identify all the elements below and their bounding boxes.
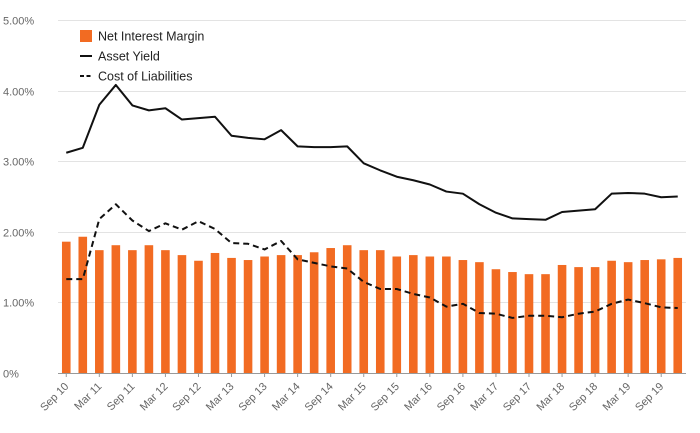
line-series <box>65 83 678 319</box>
bar <box>375 250 385 373</box>
bar <box>508 272 517 373</box>
bar <box>293 255 302 373</box>
bar <box>475 262 484 373</box>
x-tick-label: Mar 13 <box>204 381 237 414</box>
legend-label-net-interest-margin: Net Interest Margin <box>98 30 204 44</box>
bar <box>425 256 435 373</box>
bar <box>491 269 501 373</box>
bar <box>392 256 402 373</box>
y-axis: 0% 1.00% 2.00% 3.00% 4.00% 5.00% <box>3 16 34 381</box>
bar <box>177 255 187 373</box>
x-tick-label: Mar 15 <box>336 381 369 414</box>
bar <box>111 245 121 373</box>
bar <box>458 260 468 373</box>
bar <box>359 250 369 373</box>
bar <box>210 252 220 373</box>
x-tick-label: Mar 16 <box>402 381 435 414</box>
x-tick-label: Sep 17 <box>501 381 534 414</box>
bar <box>623 262 633 373</box>
x-tick-label: Sep 10 <box>38 381 71 414</box>
x-tick-label: Mar 17 <box>468 381 501 414</box>
y-tick-label: 0% <box>3 369 19 381</box>
x-tick-label: Sep 19 <box>633 381 666 414</box>
bar <box>194 260 203 373</box>
bar <box>590 267 600 373</box>
bar <box>78 236 88 373</box>
x-tick-label: Mar 19 <box>601 381 634 414</box>
legend-swatch-net-interest-margin <box>80 30 92 42</box>
bar <box>640 260 649 373</box>
x-tick-label: Mar 18 <box>534 381 567 414</box>
bar <box>557 264 567 373</box>
y-tick-label: 3.00% <box>3 157 34 169</box>
bar <box>61 241 71 373</box>
bar <box>574 267 583 373</box>
bar <box>673 257 683 373</box>
bar <box>442 256 451 373</box>
line-cost-of-liabilities <box>66 203 678 319</box>
legend-label-cost-of-liabilities: Cost of Liabilities <box>98 70 193 84</box>
bar <box>95 250 104 373</box>
x-tick-label: Mar 12 <box>138 381 171 414</box>
bar-series-net-interest-margin <box>61 236 683 373</box>
bar <box>656 259 666 373</box>
legend-label-asset-yield: Asset Yield <box>98 50 160 64</box>
y-tick-label: 5.00% <box>3 16 34 28</box>
x-tick-label: Sep 11 <box>105 381 138 414</box>
bar <box>227 257 236 373</box>
x-tick-label: Sep 18 <box>567 381 600 414</box>
x-tick-label: Mar 14 <box>270 381 303 414</box>
bar <box>342 245 352 373</box>
bar <box>541 274 550 373</box>
x-tick-label: Sep 13 <box>237 381 270 414</box>
x-tick-label: Sep 16 <box>435 381 468 414</box>
x-tick-label: Sep 15 <box>369 381 402 414</box>
x-tick-label: Mar 11 <box>72 381 104 413</box>
bar <box>326 248 335 373</box>
x-tick-label: Sep 12 <box>170 381 203 414</box>
bar <box>144 245 154 373</box>
line-asset-yield <box>65 83 678 221</box>
y-tick-label: 1.00% <box>3 298 34 310</box>
bar <box>128 250 137 373</box>
y-tick-label: 4.00% <box>3 87 34 99</box>
bar <box>276 255 286 373</box>
bar <box>260 256 269 373</box>
x-axis: Sep 10 Mar 11 Sep 11 Mar 12 Sep 12 Mar 13 Sep … <box>38 373 686 414</box>
bar <box>607 260 616 373</box>
bar <box>409 255 418 373</box>
y-tick-label: 2.00% <box>3 228 34 240</box>
legend: Net Interest Margin Asset Yield Cost of Li… <box>80 30 204 84</box>
bar <box>243 260 253 373</box>
x-tick-label: Sep 14 <box>303 381 336 414</box>
bar <box>309 252 319 373</box>
bar <box>161 250 170 373</box>
bar <box>524 274 534 373</box>
